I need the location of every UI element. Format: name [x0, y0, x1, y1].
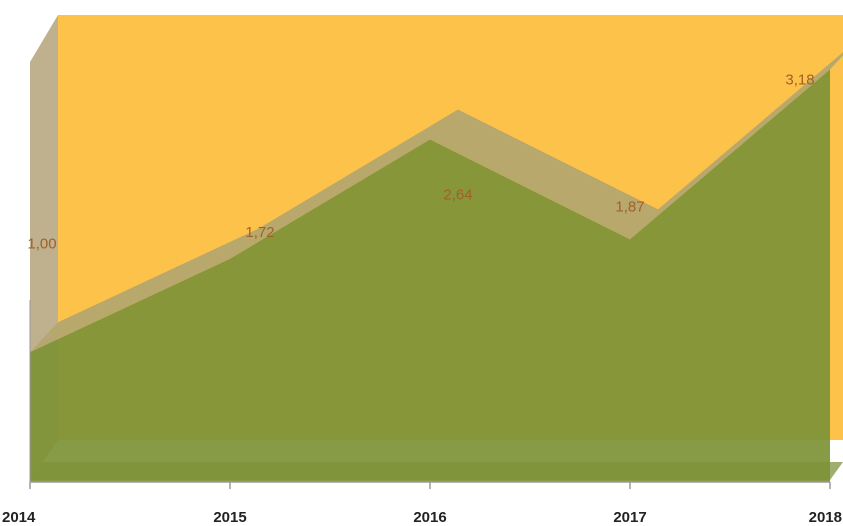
area-series-front: [30, 69, 830, 482]
x-tick-label-2014: 2014: [2, 509, 36, 526]
x-tick-label-2015: 2015: [213, 509, 246, 526]
x-tick-label-2018: 2018: [809, 509, 842, 526]
x-tick-label-2016: 2016: [413, 509, 446, 526]
data-label-2016: 2,64: [443, 187, 472, 204]
data-label-2018: 3,18: [785, 71, 814, 88]
data-label-2015: 1,72: [245, 224, 274, 241]
data-label-2017: 1,87: [615, 198, 644, 215]
data-label-2014: 1,00: [27, 235, 56, 252]
x-axis-ticks: [29, 482, 831, 489]
x-tick-label-2017: 2017: [613, 509, 646, 526]
data-labels: 1,00 1,72 2,64 1,87 3,18: [27, 71, 814, 252]
x-axis-tick-labels: 2014 2015 2016 2017 2018: [2, 509, 842, 526]
